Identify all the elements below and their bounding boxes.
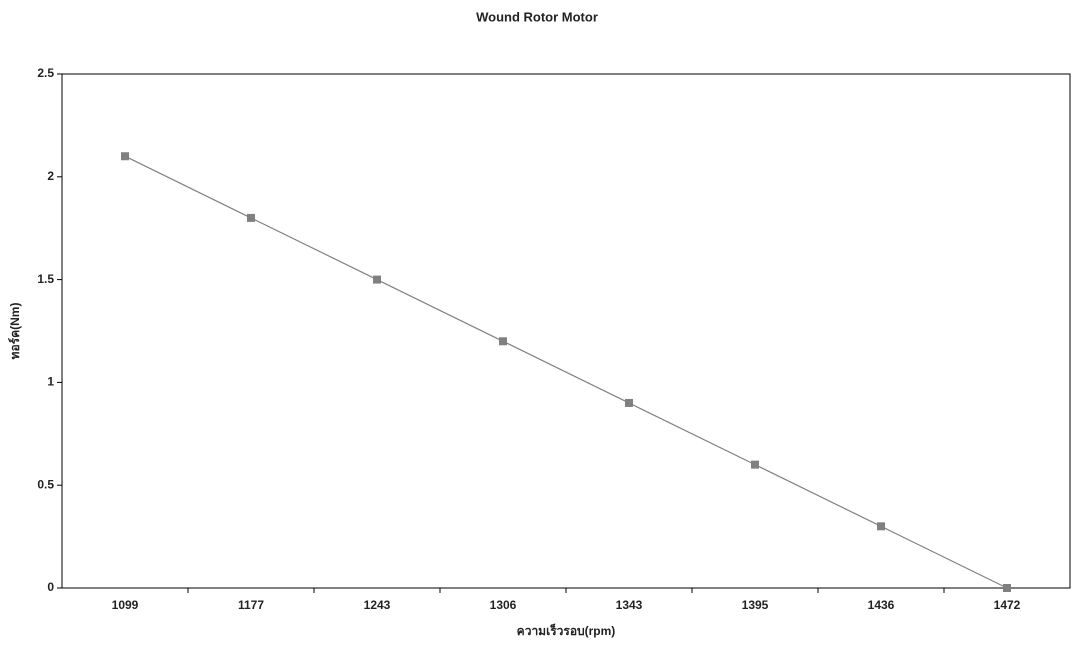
plot-area: [61, 73, 1071, 589]
y-tick-label: 0.5: [37, 477, 54, 491]
marker: [247, 213, 255, 222]
x-tick-label: 1099: [112, 598, 139, 612]
line: [124, 155, 1008, 589]
y-tick-label: 2: [47, 169, 54, 183]
y-tick-label: 1: [47, 375, 54, 389]
x-tick-label: 1306: [490, 598, 517, 612]
marker: [1003, 584, 1011, 592]
x-tick-label: 1472: [994, 598, 1021, 612]
x-tick-label: 1395: [742, 598, 769, 612]
x-tick-label: 1436: [868, 598, 895, 612]
y-tick-label: 1.5: [37, 272, 54, 286]
x-tick-label: 1243: [364, 598, 391, 612]
marker: [877, 522, 885, 531]
marker: [121, 152, 129, 161]
y-axis-label: ทอร์ค(Nm): [8, 303, 22, 360]
marker: [499, 337, 507, 346]
y-tick-label: 2.5: [37, 66, 54, 80]
marker: [625, 398, 633, 407]
chart-title: Wound Rotor Motor: [476, 9, 598, 24]
x-tick-label: 1177: [238, 598, 264, 612]
y-tick-label: 0: [47, 580, 54, 594]
marker: [751, 460, 759, 469]
x-axis-label: ความเร็วรอบ(rpm): [517, 623, 616, 638]
x-tick-label: 1343: [616, 598, 643, 612]
marker: [373, 275, 381, 284]
